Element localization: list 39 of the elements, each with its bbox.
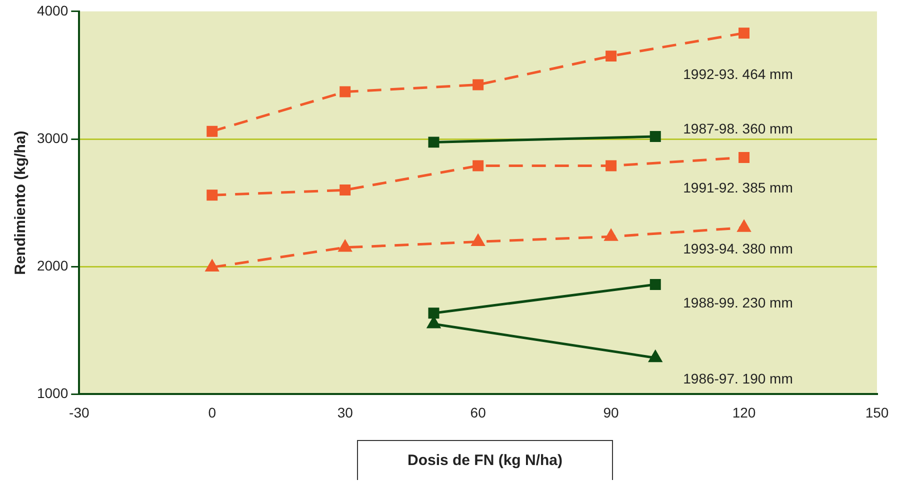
series-label: 1993-94. 380 mm xyxy=(683,240,793,257)
y-tick-label: 3000 xyxy=(36,130,68,146)
series-label: 1992-93. 464 mm xyxy=(683,66,793,82)
y-tick-label: 2000 xyxy=(36,257,68,274)
point xyxy=(606,160,617,172)
point xyxy=(604,229,618,241)
point xyxy=(340,184,351,196)
point xyxy=(428,136,440,148)
point xyxy=(340,86,351,98)
x-tick-label: 120 xyxy=(732,404,756,420)
point xyxy=(738,220,750,232)
x-tick-label: 0 xyxy=(208,404,216,420)
point xyxy=(472,160,484,172)
point xyxy=(648,350,662,362)
series-label: 1987-98. 360 mm xyxy=(683,120,793,136)
x-tick-label: 60 xyxy=(470,404,486,420)
y-tick-label: 4000 xyxy=(36,2,68,18)
point xyxy=(338,240,352,252)
point xyxy=(206,126,218,137)
series-label: 1991-92. 385 mm xyxy=(683,179,793,196)
point xyxy=(428,308,440,319)
y-axis-title: Rendimiento (kg/ha) xyxy=(12,130,30,275)
point xyxy=(472,234,485,246)
series-label: 1988-99. 230 mm xyxy=(683,294,793,310)
point xyxy=(650,130,661,142)
x-axis-title: Dosis de FN (kg N/ha) xyxy=(357,440,613,480)
point xyxy=(738,28,750,39)
x-tick-label: 150 xyxy=(865,404,889,420)
point xyxy=(738,152,750,163)
y-tick-label: 1000 xyxy=(36,385,68,402)
point xyxy=(606,50,617,62)
point xyxy=(206,260,219,272)
point xyxy=(206,190,218,201)
x-tick-label: 30 xyxy=(337,404,354,420)
x-tick-label: 90 xyxy=(603,404,620,420)
x-tick-label: -30 xyxy=(69,404,90,420)
point xyxy=(472,79,484,90)
series-label: 1986-97. 190 mm xyxy=(683,370,793,387)
point xyxy=(650,278,661,290)
